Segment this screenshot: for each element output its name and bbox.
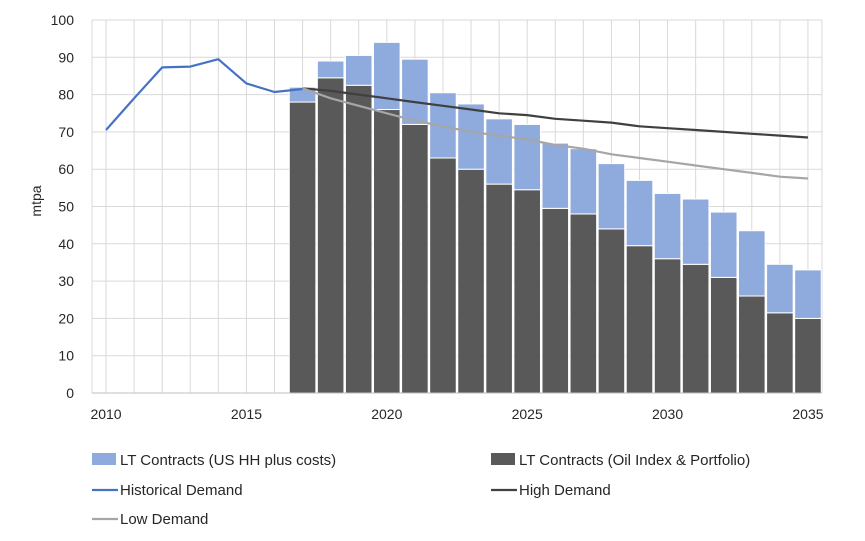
y-tick-label: 100 — [51, 12, 75, 28]
bar-oil-index-2029 — [625, 245, 654, 394]
legend-item: Historical Demand — [92, 482, 243, 499]
bar-us-hh-2019 — [344, 54, 373, 86]
bar-oil-index-2017 — [288, 101, 317, 394]
bar-oil-index-2034 — [766, 312, 794, 394]
bar-oil-index-2020 — [373, 109, 401, 394]
bar-oil-index-2021 — [401, 123, 429, 394]
y-axis-label: mtpa — [28, 185, 44, 216]
bar-oil-index-2031 — [681, 263, 710, 394]
lines — [105, 58, 809, 180]
line-low-demand — [302, 87, 809, 180]
bar-us-hh-2029 — [625, 179, 654, 247]
line-historical-demand — [105, 58, 303, 131]
y-tick-label: 0 — [66, 385, 74, 401]
legend-item: High Demand — [491, 482, 611, 499]
bar-us-hh-2031 — [681, 198, 710, 265]
bar-oil-index-2028 — [597, 228, 626, 394]
bar-us-hh-2030 — [653, 192, 682, 260]
legend: LT Contracts (US HH plus costs) LT Contra… — [92, 452, 750, 528]
bar-us-hh-2023 — [457, 103, 485, 170]
bar-us-hh-2021 — [401, 58, 429, 125]
y-tick-label: 50 — [58, 199, 74, 215]
bar-oil-index-2024 — [485, 183, 513, 394]
y-tick-label: 60 — [58, 161, 74, 177]
bar-oil-index-2026 — [541, 207, 570, 394]
bar-us-hh-2035 — [794, 269, 822, 319]
bar-us-hh-2024 — [485, 118, 513, 185]
line-high-demand — [302, 87, 809, 139]
bar-us-hh-2018 — [316, 60, 345, 79]
legend-label: High Demand — [519, 482, 611, 499]
bar-us-hh-2026 — [541, 142, 570, 209]
x-tick-label: 2020 — [371, 406, 402, 422]
bar-us-hh-2025 — [513, 123, 541, 191]
bars — [288, 41, 822, 394]
bar-oil-index-2018 — [316, 77, 345, 394]
bar-oil-index-2019 — [344, 84, 373, 394]
x-tick-label: 2010 — [90, 406, 121, 422]
bar-us-hh-2028 — [597, 163, 626, 230]
x-tick-label: 2030 — [652, 406, 683, 422]
legend-swatch — [92, 453, 116, 465]
y-tick-label: 30 — [58, 273, 74, 289]
bar-us-hh-2033 — [738, 230, 766, 297]
legend-swatch — [491, 453, 515, 465]
legend-item: LT Contracts (US HH plus costs) — [92, 452, 336, 469]
bar-oil-index-2030 — [653, 258, 682, 394]
x-tick-label: 2015 — [231, 406, 262, 422]
bar-oil-index-2027 — [569, 213, 598, 394]
legend-label: LT Contracts (US HH plus costs) — [120, 452, 336, 469]
x-tick-label: 2025 — [512, 406, 543, 422]
bar-oil-index-2025 — [513, 189, 541, 394]
legend-item: Low Demand — [92, 511, 208, 528]
y-tick-label: 70 — [58, 124, 74, 140]
bar-us-hh-2034 — [766, 263, 794, 314]
legend-label: Low Demand — [120, 511, 208, 528]
bar-oil-index-2022 — [429, 157, 457, 394]
y-tick-label: 80 — [58, 87, 74, 103]
y-tick-label: 90 — [58, 49, 74, 65]
legend-label: LT Contracts (Oil Index & Portfolio) — [519, 452, 750, 469]
legend-item: LT Contracts (Oil Index & Portfolio) — [491, 452, 750, 469]
legend-label: Historical Demand — [120, 482, 243, 499]
y-tick-label: 40 — [58, 236, 74, 252]
bar-us-hh-2027 — [569, 148, 598, 215]
bar-oil-index-2035 — [794, 317, 822, 394]
y-tick-label: 10 — [58, 348, 74, 364]
bar-oil-index-2023 — [457, 168, 485, 394]
y-tick-label: 20 — [58, 310, 74, 326]
x-tick-label: 2035 — [792, 406, 823, 422]
bar-oil-index-2033 — [738, 295, 766, 394]
bar-us-hh-2032 — [709, 211, 738, 278]
bar-oil-index-2032 — [709, 276, 738, 394]
